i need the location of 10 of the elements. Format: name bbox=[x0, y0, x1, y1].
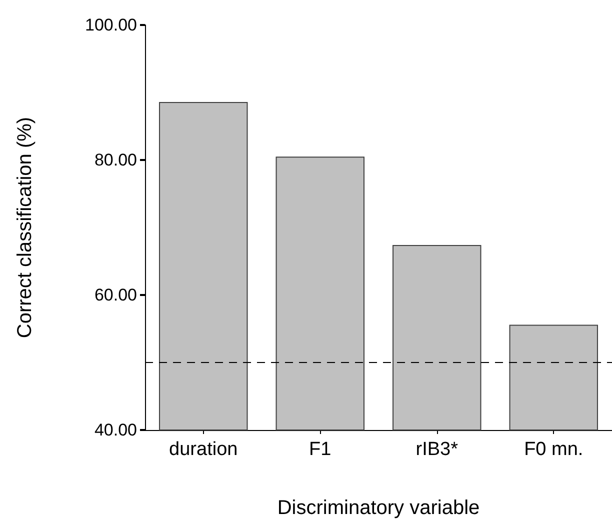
y-tick-label: 100.00 bbox=[85, 16, 137, 34]
y-tick-label: 80.00 bbox=[94, 150, 137, 170]
x-tick-label: duration bbox=[169, 439, 238, 460]
y-axis-title: Correct classification (%) bbox=[14, 116, 36, 338]
x-tick-label: F1 bbox=[309, 439, 332, 460]
y-tick-label: 60.00 bbox=[94, 286, 137, 304]
y-tick-label: 40.00 bbox=[94, 420, 137, 440]
x-tick-label: rIB3* bbox=[416, 439, 459, 460]
x-axis-title: Discriminatory variable bbox=[277, 497, 480, 519]
x-tick-label: F0 mn. bbox=[524, 439, 584, 460]
